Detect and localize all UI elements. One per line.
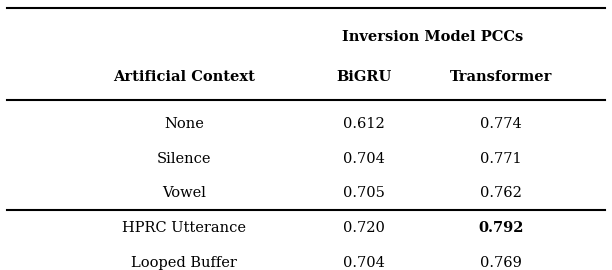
Text: Transformer: Transformer — [450, 70, 552, 84]
Text: 0.792: 0.792 — [478, 221, 524, 235]
Text: HPRC Utterance: HPRC Utterance — [122, 221, 246, 235]
Text: Silence: Silence — [157, 151, 211, 166]
Text: 0.705: 0.705 — [343, 186, 385, 200]
Text: Artificial Context: Artificial Context — [113, 70, 255, 84]
Text: 0.774: 0.774 — [480, 117, 522, 131]
Text: BiGRU: BiGRU — [336, 70, 392, 84]
Text: 0.704: 0.704 — [343, 151, 385, 166]
Text: 0.720: 0.720 — [343, 221, 385, 235]
Text: None: None — [164, 117, 204, 131]
Text: Looped Buffer: Looped Buffer — [131, 256, 237, 270]
Text: 0.704: 0.704 — [343, 256, 385, 270]
Text: 0.769: 0.769 — [480, 256, 522, 270]
Text: 0.762: 0.762 — [480, 186, 522, 200]
Text: 0.771: 0.771 — [480, 151, 522, 166]
Text: Vowel: Vowel — [162, 186, 206, 200]
Text: 0.612: 0.612 — [343, 117, 385, 131]
Text: Inversion Model PCCs: Inversion Model PCCs — [341, 29, 523, 43]
